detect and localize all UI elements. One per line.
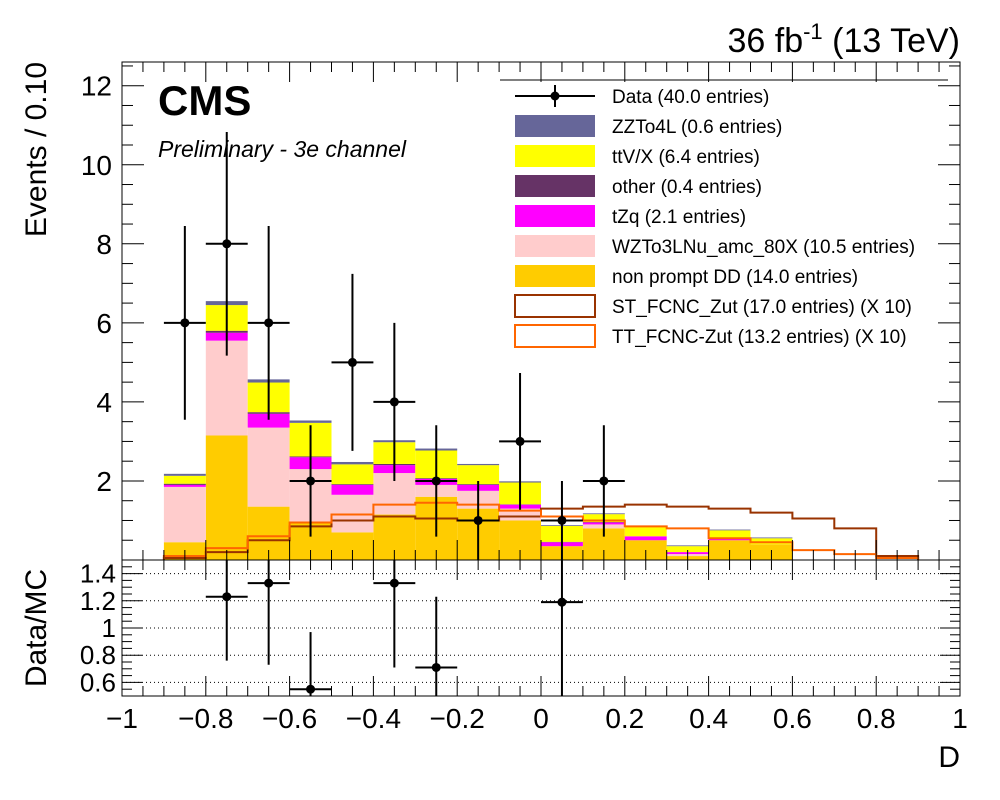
legend-label-1: ZZTo4L (0.6 entries) [612,117,782,138]
legend-label-0: Data (40.0 entries) [612,87,769,108]
xtick-label: 0.4 [689,703,728,734]
stack-bar-1-1 [205,340,248,436]
stack-bar-5-14 [750,537,793,539]
main-ytick-label: 10 [81,150,112,181]
lumi-label: 36 fb-1 (13 TeV) [727,19,960,60]
data-point-8 [515,436,525,446]
ratio-point-5 [557,597,567,607]
legend-swatch-1 [515,115,595,137]
ratio-point-2 [306,684,316,694]
legend-label-4: tZq (2.1 entries) [612,207,746,228]
ratio-ylabel: Data/MC [20,569,53,687]
stack-bar-5-3 [289,420,332,423]
experiment-label: CMS [158,77,251,124]
stack-bar-2-11 [624,536,667,541]
legend-label-6: non prompt DD (14.0 entries) [612,267,858,288]
main-ytick-label: 8 [96,229,112,260]
stack-bar-4-12 [666,546,709,553]
stack-bar-2-4 [331,484,374,495]
legend-marker-dot [550,91,560,101]
stack-bar-5-12 [666,545,709,547]
xtick-label: 0.8 [857,703,896,734]
legend-swatch-3 [515,175,595,197]
ratio-ytick-label: 1 [102,613,116,643]
xtick-label: −1 [106,703,138,734]
legend-label-3: other (0.4 entries) [612,177,762,198]
stack-bar-1-8 [499,508,541,521]
data-point-0 [180,318,190,328]
xtick-label: −0.6 [262,703,317,734]
stack-bar-1-2 [247,427,290,507]
ratio-ytick-label: 0.8 [80,640,116,670]
ratio-point-0 [222,592,232,602]
xtick-label: 0 [533,703,549,734]
main-ytick-label: 2 [96,466,112,497]
ratio-panel: −1 −0.8 −0.6 −0.4 −0.2 0 0.2 0.4 0.6 0.8 10.60.811… [80,559,968,734]
data-point-3 [306,476,316,486]
legend-swatch-6 [515,265,595,287]
xtick-label: 1 [952,703,968,734]
stack-bar-3-4 [331,484,374,485]
main-ytick-label: 12 [81,71,112,102]
ratio-ytick-label: 1.4 [80,559,116,589]
legend: Data (40.0 entries) ZZTo4L (0.6 entries) t… [500,79,948,348]
legend-label-7: ST_FCNC_Zut (17.0 entries) (X 10) [612,297,912,318]
xtick-label: 0.2 [605,703,644,734]
xlabel: D [938,741,960,774]
ratio-ytick-label: 0.6 [80,667,116,697]
legend-swatch-5 [515,235,595,257]
ratio-point-1 [264,578,274,588]
stack-bar-4-11 [624,526,667,537]
legend-line-swatch-8 [514,324,596,348]
stack-bar-2-2 [247,413,290,428]
lumi-energy: (13 TeV) [823,22,960,60]
data-point-1 [222,239,232,249]
xtick-label: −0.8 [178,703,233,734]
data-point-10 [599,476,609,486]
data-point-9 [557,515,567,525]
lumi-main: 36 fb [727,22,803,60]
legend-swatch-4 [515,205,595,227]
stack-bar-4-0 [163,475,206,484]
legend-swatch-2 [515,145,595,167]
main-ytick-label: 6 [96,308,112,339]
stack-bar-1-0 [163,486,206,543]
main-ytick-label: 4 [96,387,112,418]
main-ylabel: Events / 0.10 [20,62,53,237]
stack-bar-4-7 [457,465,500,485]
subtitle: Preliminary - 3e channel [158,136,407,162]
stack-bar-5-7 [457,463,500,466]
data-point-4 [347,357,357,367]
ratio-point-3 [389,578,399,588]
xtick-label: −0.4 [346,703,401,734]
legend-label-2: ttV/X (6.4 entries) [612,147,760,168]
stack-bar-3-0 [163,483,206,485]
xtick-label: −0.2 [430,703,485,734]
stack-bar-5-0 [163,473,206,476]
legend-line-swatch-7 [514,294,596,318]
lumi-sup: -1 [803,19,823,44]
ratio-ytick-label: 1.2 [80,586,116,616]
ratio-point-4 [431,662,441,672]
stack-bar-4-13 [708,530,751,539]
stack-bar-5-13 [708,529,751,531]
xtick-label: 0.6 [773,703,812,734]
data-point-7 [473,515,483,525]
ratio-frame [121,559,961,697]
legend-label-5: WZTo3LNu_amc_80X (10.5 entries) [612,237,915,258]
legend-label-8: TT_FCNC-Zut (13.2 entries) (X 10) [612,327,907,348]
data-point-5 [389,397,399,407]
stack-bar-2-0 [163,484,206,487]
stack-bar-0-1 [205,435,248,560]
stack-bar-4-4 [331,464,374,485]
data-point-6 [431,476,441,486]
data-point-2 [264,318,274,328]
stack-bar-5-4 [331,461,374,465]
